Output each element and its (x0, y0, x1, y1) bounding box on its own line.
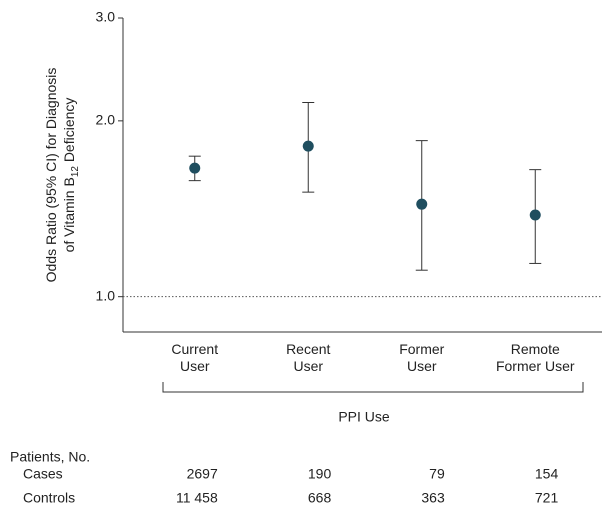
table-row-label: Cases (23, 466, 63, 482)
y-axis-label: of Vitamin B12 Deficiency (61, 98, 81, 253)
group-bracket (162, 382, 584, 393)
table-cell: 721 (535, 490, 559, 506)
table-cell: 154 (535, 466, 559, 482)
table-cell: 11 458 (176, 490, 218, 506)
y-tick-label: 2.0 (96, 112, 116, 128)
x-tick-label: Recent User (286, 341, 330, 374)
x-tick-label: Current User (171, 341, 218, 374)
y-tick-label: 3.0 (96, 9, 116, 25)
point (189, 162, 201, 174)
y-tick-label: 1.0 (96, 287, 116, 303)
table-cell: 2697 (187, 466, 218, 482)
table-row-label: Controls (23, 490, 75, 506)
table-cell: 190 (308, 466, 332, 482)
table-cell: 79 (429, 466, 445, 482)
table-cell: 363 (421, 490, 445, 506)
x-tick-label: Remote Former User (496, 341, 575, 374)
y-axis-label-part: of Vitamin B (61, 177, 77, 252)
y-axis-label-part: Deficiency (61, 98, 77, 166)
y-axis-label-part: Odds Ratio (95% CI) for Diagnosis (43, 68, 59, 283)
x-tick-label: Former User (399, 341, 444, 374)
point (529, 209, 541, 221)
y-axis-label: Odds Ratio (95% CI) for Diagnosis (43, 68, 59, 283)
table-title: Patients, No. (10, 449, 90, 465)
point (302, 140, 314, 152)
group-label: PPI Use (338, 409, 390, 425)
table-cell: 668 (308, 490, 332, 506)
y-axis-label-part: 12 (70, 166, 81, 178)
point (416, 198, 428, 210)
